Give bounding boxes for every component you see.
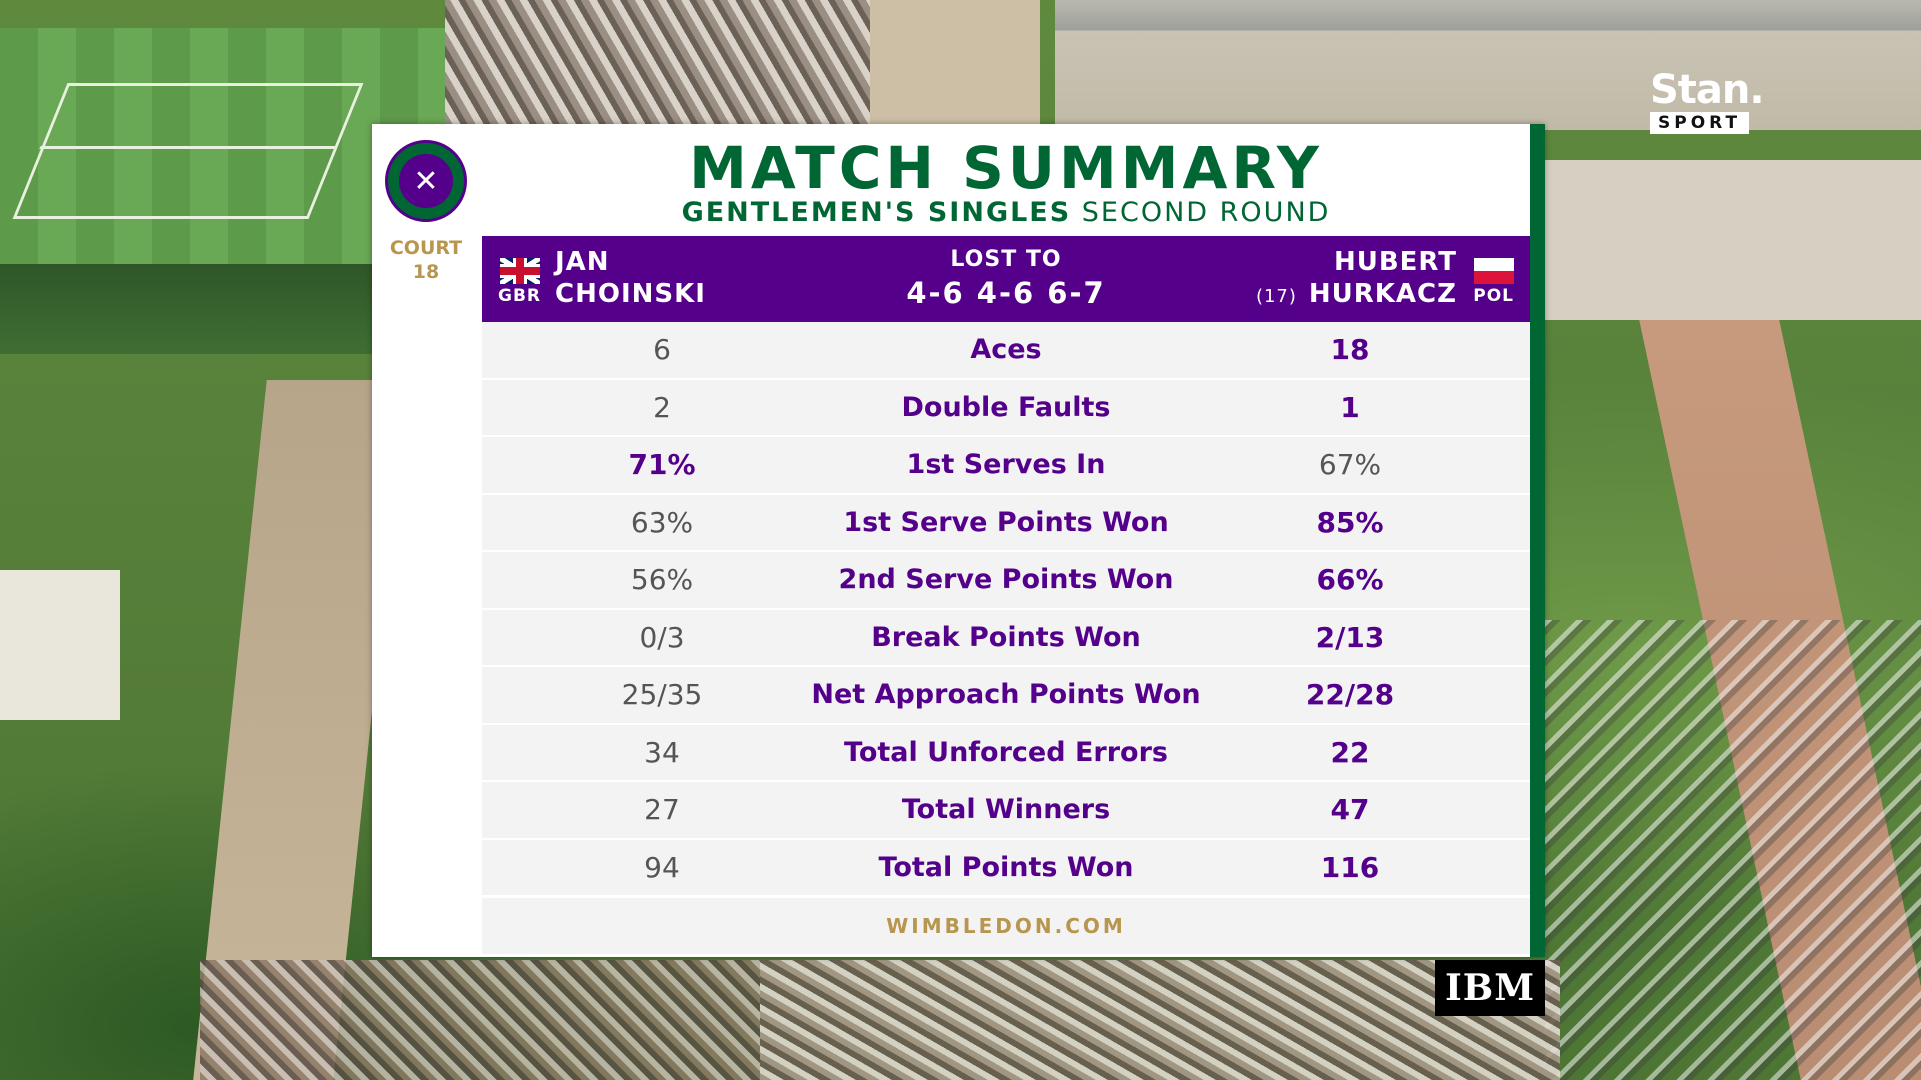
stadium-building	[1055, 0, 1921, 130]
gbr-flag-icon	[500, 258, 540, 284]
stat-label: Net Approach Points Won	[811, 679, 1201, 711]
stat-right-value: 85%	[1316, 505, 1384, 539]
crossed-rackets-icon: ✕	[399, 154, 453, 208]
stat-right-value: 18	[1330, 333, 1370, 367]
stat-left-value: 6	[653, 333, 671, 367]
event-name: GENTLEMEN'S SINGLES	[681, 197, 1072, 228]
left-country-code: GBR	[498, 286, 542, 306]
left-player-last: CHOINSKI	[555, 279, 706, 309]
stats-table: 6 Aces 18 2 Double Faults 1 71% 1st Serves In 67…	[482, 322, 1530, 895]
stat-left-value: 27	[644, 793, 680, 827]
stat-right-value: 1	[1340, 390, 1360, 424]
stat-label: 2nd Serve Points Won	[838, 564, 1174, 596]
stat-row: 25/35 Net Approach Points Won 22/28	[482, 667, 1530, 723]
stat-row: 0/3 Break Points Won 2/13	[482, 609, 1530, 665]
stat-label: Break Points Won	[871, 621, 1141, 653]
right-player-name: HUBERT (17) HURKACZ	[1256, 246, 1457, 313]
stat-left-value: 0/3	[639, 620, 685, 654]
left-player-name: JAN CHOINSKI	[555, 246, 706, 310]
stat-left-value: 56%	[630, 563, 694, 597]
stan-wordmark: Stan.	[1650, 67, 1765, 113]
stat-row: 6 Aces 18	[482, 322, 1530, 378]
right-player-last-line: (17) HURKACZ	[1256, 278, 1457, 313]
pol-flag-icon	[1474, 258, 1514, 284]
stat-right-value: 2/13	[1315, 620, 1385, 654]
stat-row: 56% 2nd Serve Points Won 66%	[482, 552, 1530, 608]
wimbledon-logo: ✕	[385, 140, 467, 222]
stat-right-value: 67%	[1318, 448, 1382, 482]
stat-label: 1st Serve Points Won	[843, 506, 1169, 538]
right-player-first: HUBERT	[1333, 247, 1457, 277]
right-player-last: HURKACZ	[1308, 279, 1457, 309]
stat-label: Aces	[970, 334, 1042, 366]
stat-label: Total Winners	[901, 794, 1111, 826]
stat-left-value: 25/35	[621, 678, 703, 712]
round-name: SECOND ROUND	[1081, 197, 1331, 228]
stat-right-value: 22	[1330, 735, 1370, 769]
stat-right-value: 47	[1330, 793, 1370, 827]
players-header: GBR JAN CHOINSKI LOST TO 4-6 4-6 6-7 HUB…	[482, 236, 1530, 322]
match-summary-panel: ✕ COURT 18 MATCH SUMMARY GENTLEMEN'S SIN…	[372, 124, 1545, 957]
stan-sport-tag: SPORT	[1650, 112, 1750, 134]
stat-right-value: 22/28	[1305, 678, 1395, 712]
stat-row: 2 Double Faults 1	[482, 379, 1530, 435]
match-result: LOST TO 4-6 4-6 6-7	[482, 246, 1530, 312]
ibm-logo: IBM	[1435, 960, 1545, 1016]
stat-left-value: 34	[644, 735, 680, 769]
stat-left-value: 94	[644, 850, 680, 884]
hedge	[0, 264, 372, 354]
crowd-top	[445, 0, 875, 125]
stat-row: 34 Total Unforced Errors 22	[482, 724, 1530, 780]
right-player-seed: (17)	[1255, 286, 1297, 307]
stat-right-value: 66%	[1316, 563, 1384, 597]
court-number: 18	[412, 261, 440, 283]
stat-row: 27 Total Winners 47	[482, 782, 1530, 838]
right-country-code: POL	[1473, 286, 1514, 306]
page-title: MATCH SUMMARY	[689, 134, 1323, 202]
stat-right-value: 116	[1320, 850, 1380, 884]
crowd-bottom	[760, 960, 1560, 1080]
court-word: COURT	[389, 237, 463, 259]
set-score: 4-6 4-6 6-7	[906, 276, 1106, 310]
event-subtitle: GENTLEMEN'S SINGLES SECOND ROUND	[482, 196, 1530, 230]
stat-row: 71% 1st Serves In 67%	[482, 437, 1530, 493]
plaza	[1545, 160, 1921, 320]
stat-label: Total Unforced Errors	[844, 736, 1168, 768]
stat-label: Total Points Won	[878, 851, 1134, 883]
crowd-right	[1545, 620, 1921, 1080]
left-player-first: JAN	[555, 247, 610, 277]
stat-row: 94 Total Points Won 116	[482, 839, 1530, 895]
marquee-roof	[0, 570, 120, 720]
stat-label: 1st Serves In	[906, 449, 1106, 481]
crowd-left	[200, 960, 760, 1080]
result-label: LOST TO	[950, 247, 1062, 272]
stat-left-value: 2	[653, 390, 671, 424]
court-label: COURT 18	[380, 236, 472, 284]
stat-left-value: 71%	[628, 448, 696, 482]
stan-sport-logo: Stan. SPORT	[1650, 70, 1772, 134]
stat-label: Double Faults	[901, 391, 1111, 423]
footer-website: WIMBLEDON.COM	[482, 898, 1530, 954]
stat-row: 63% 1st Serve Points Won 85%	[482, 494, 1530, 550]
panel-accent-bar	[1530, 124, 1545, 957]
walkway-top	[870, 0, 1040, 125]
stat-left-value: 63%	[630, 505, 694, 539]
